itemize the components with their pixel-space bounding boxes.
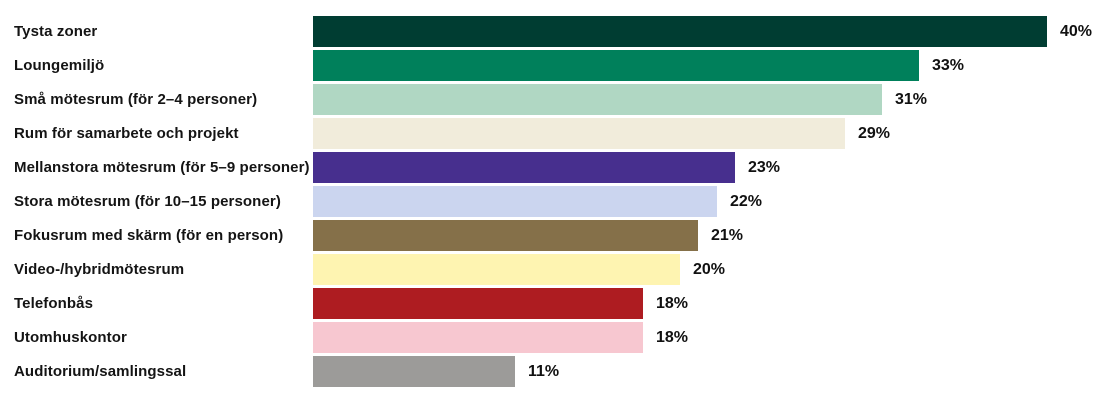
bar-row: Rum för samarbete och projekt 29% <box>0 118 1116 149</box>
value-label: 21% <box>711 226 744 244</box>
bar-row: Tysta zoner 40% <box>0 16 1116 47</box>
category-label: Stora mötesrum (för 10–15 personer) <box>14 193 281 210</box>
bar <box>313 288 643 319</box>
category-label: Video-/hybridmötesrum <box>14 261 185 278</box>
category-label: Telefonbås <box>14 295 94 312</box>
bar <box>313 356 515 387</box>
bar <box>313 220 698 251</box>
bar-track: 18% <box>313 288 1116 319</box>
bar-track: 29% <box>313 118 1116 149</box>
bar-row: Mellanstora mötesrum (för 5–9 personer) … <box>0 152 1116 183</box>
value-label: 31% <box>895 90 928 108</box>
category-label: Utomhuskontor <box>14 329 127 346</box>
bar-rows: Tysta zoner 40% Loungemiljö 33% Små möte… <box>0 16 1116 387</box>
bar-track: 20% <box>313 254 1116 285</box>
bar-track: 18% <box>313 322 1116 353</box>
bar-row: Video-/hybridmötesrum 20% <box>0 254 1116 285</box>
value-label: 40% <box>1060 22 1093 40</box>
bar-track: 33% <box>313 50 1116 81</box>
value-label: 33% <box>932 56 965 74</box>
bar-row: Stora mötesrum (för 10–15 personer) 22% <box>0 186 1116 217</box>
value-label: 22% <box>730 192 763 210</box>
bar-track: 11% <box>313 356 1116 387</box>
value-label: 18% <box>656 294 689 312</box>
bar-row: Fokusrum med skärm (för en person) 21% <box>0 220 1116 251</box>
bar <box>313 322 643 353</box>
bar-row: Auditorium/samlingssal 11% <box>0 356 1116 387</box>
value-label: 18% <box>656 328 689 346</box>
category-label: Små mötesrum (för 2–4 personer) <box>14 91 258 108</box>
bar <box>313 50 919 81</box>
category-label: Tysta zoner <box>14 23 98 40</box>
bar <box>313 254 680 285</box>
value-label: 11% <box>528 362 560 380</box>
bar-track: 23% <box>313 152 1116 183</box>
bar-row: Små mötesrum (för 2–4 personer) 31% <box>0 84 1116 115</box>
category-label: Fokusrum med skärm (för en person) <box>14 227 284 244</box>
category-label: Rum för samarbete och projekt <box>14 125 239 142</box>
bar <box>313 16 1047 47</box>
bar-row: Telefonbås 18% <box>0 288 1116 319</box>
category-label: Mellanstora mötesrum (för 5–9 personer) <box>14 159 310 176</box>
bar <box>313 118 845 149</box>
category-label: Loungemiljö <box>14 57 105 74</box>
value-label: 23% <box>748 158 781 176</box>
bar-track: 22% <box>313 186 1116 217</box>
bar-track: 21% <box>313 220 1116 251</box>
bar <box>313 84 882 115</box>
category-label: Auditorium/samlingssal <box>14 363 187 380</box>
bar-track: 31% <box>313 84 1116 115</box>
value-label: 29% <box>858 124 891 142</box>
bar <box>313 186 717 217</box>
bar <box>313 152 735 183</box>
bar-row: Utomhuskontor 18% <box>0 322 1116 353</box>
bar-track: 40% <box>313 16 1116 47</box>
value-label: 20% <box>693 260 726 278</box>
bar-row: Loungemiljö 33% <box>0 50 1116 81</box>
